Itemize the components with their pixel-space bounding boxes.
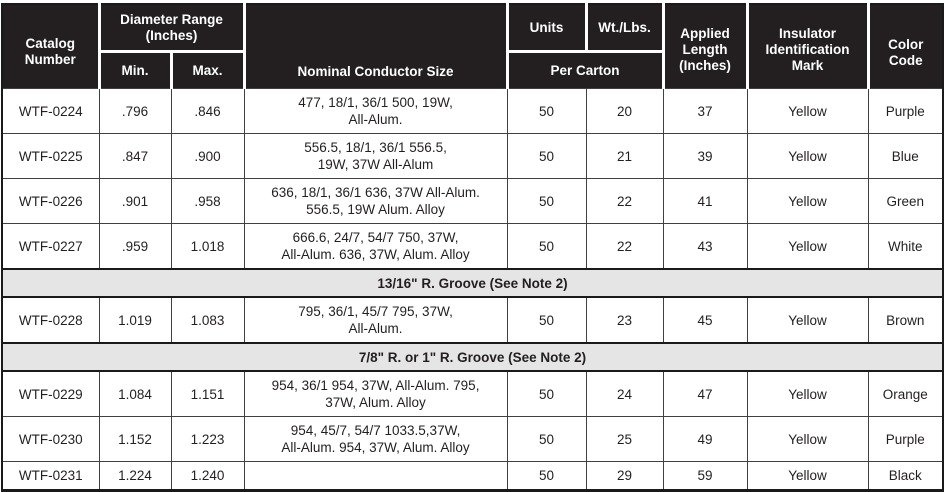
table-row: WTF-0227.959 1.018 666.6, 24/7, 54/7 750, … [1,223,944,270]
col-header-insulator-identification-mark: Insulator Identification Mark [745,4,869,89]
cell-wt: 22 [585,178,664,224]
table-header: Catalog Number Diameter Range (Inches) N… [2,4,944,89]
table-row: WTF-0224.796.846 477, 18/1, 36/1 500, 19W… [1,88,944,134]
cell-catalog: WTF-0228 [1,296,100,344]
section-label: 13/16" R. Groove (See Note 2) [1,268,944,298]
cell-conductor: 954, 36/1 954, 37W, All-Alum. 795, 37W, … [243,370,508,417]
cell-units: 50 [506,296,587,344]
cell-wt: 23 [585,296,664,344]
cell-wt: 20 [585,88,664,134]
cell-min: 1.084 [98,370,172,417]
cell-insulator: Yellow [746,461,869,491]
cell-catalog: WTF-0226 [1,178,100,224]
cell-units: 50 [506,133,587,179]
cell-units: 50 [506,223,587,270]
cell-max: 1.151 [170,370,245,417]
table-row: WTF-0226.901.958 636, 18/1, 36/1 636, 37W… [1,178,944,224]
col-header-catalog-number: Catalog Number [2,4,99,89]
cell-applied: 39 [662,133,748,179]
cell-conductor: 556.5, 18/1, 36/1 556.5, 19W, 37W All-Al… [243,133,508,179]
cell-applied: 59 [662,461,748,491]
cell-color: Orange [867,370,944,417]
cell-min: 1.224 [98,461,172,491]
cell-wt: 22 [585,223,664,270]
cell-max: 1.223 [170,416,245,462]
cell-insulator: Yellow [746,416,869,462]
cell-units: 50 [506,461,587,491]
cell-units: 50 [506,88,587,134]
cell-conductor: 477, 18/1, 36/1 500, 19W, All-Alum. [243,88,508,134]
col-header-per-carton: Per Carton [505,50,664,89]
cell-min: 1.152 [98,416,172,462]
cell-color: Blue [867,133,944,179]
table-row: WTF-0228 1.019 1.083 795, 36/1, 45/7 795, 3… [1,296,944,344]
cell-insulator: Yellow [746,133,869,179]
section-label: 7/8" R. or 1" R. Groove (See Note 2) [1,342,944,372]
cell-min: 1.019 [98,296,172,344]
section-divider-row: 7/8" R. or 1" R. Groove (See Note 2) [1,342,944,372]
cell-applied: 49 [662,416,748,462]
cell-max: .958 [170,178,245,224]
col-header-max: Max. [169,50,245,89]
cell-color: Purple [867,88,944,134]
cell-applied: 47 [662,370,748,417]
cell-color: Black [867,461,944,491]
cell-wt: 25 [585,416,664,462]
cell-max: 1.240 [170,461,245,491]
cell-insulator: Yellow [746,370,869,417]
cell-max: .846 [170,88,245,134]
cell-catalog: WTF-0229 [1,370,100,417]
cell-min: .959 [98,223,172,270]
col-header-units: Units [505,4,587,52]
col-header-wt-lbs: Wt./Lbs. [584,4,664,52]
cell-catalog: WTF-0225 [1,133,100,179]
cell-units: 50 [506,416,587,462]
col-header-nominal-conductor-size: Nominal Conductor Size [242,4,508,89]
col-header-diameter-range: Diameter Range (Inches) [97,4,245,52]
cell-insulator: Yellow [746,223,869,270]
cell-color: Purple [867,416,944,462]
cell-min: .901 [98,178,172,224]
cell-catalog: WTF-0230 [1,416,100,462]
cell-color: White [867,223,944,270]
col-header-min: Min. [97,50,171,89]
cell-max: 1.018 [170,223,245,270]
cell-max: 1.083 [170,296,245,344]
cell-color: Green [867,178,944,224]
table-body: WTF-0224.796.846 477, 18/1, 36/1 500, 19W… [1,88,944,491]
cell-applied: 45 [662,296,748,344]
cell-applied: 37 [662,88,748,134]
table-row: WTF-0229 1.084 1.151 954, 36/1 954, 37W, Al… [1,370,944,417]
col-header-applied-length: Applied Length (Inches) [661,4,748,89]
cell-min: .847 [98,133,172,179]
cell-insulator: Yellow [746,178,869,224]
table-row: WTF-0231 1.224 1.240 50 29 59 Yellow Black [1,461,944,491]
cell-insulator: Yellow [746,296,869,344]
table-row: WTF-0225.847.900 556.5, 18/1, 36/1 556.5,… [1,133,944,179]
cell-max: .900 [170,133,245,179]
cell-units: 50 [506,178,587,224]
cell-conductor: 795, 36/1, 45/7 795, 37W, All-Alum. [243,296,508,344]
conductor-spec-table: Catalog Number Diameter Range (Inches) N… [1,3,945,492]
cell-wt: 21 [585,133,664,179]
cell-conductor: 666.6, 24/7, 54/7 750, 37W, All-Alum. 63… [243,223,508,270]
cell-catalog: WTF-0224 [1,88,100,134]
cell-conductor: 636, 18/1, 36/1 636, 37W All-Alum. 556.5… [243,178,508,224]
cell-applied: 43 [662,223,748,270]
cell-wt: 24 [585,370,664,417]
cell-applied: 41 [662,178,748,224]
cell-catalog: WTF-0227 [1,223,100,270]
table-row: WTF-0230 1.152 1.223 954, 45/7, 54/7 1033.5… [1,416,944,462]
cell-units: 50 [506,370,587,417]
cell-wt: 29 [585,461,664,491]
cell-min: .796 [98,88,172,134]
cell-conductor [243,461,508,491]
cell-color: Brown [867,296,944,344]
col-header-color-code: Color Code [866,4,944,89]
cell-conductor: 954, 45/7, 54/7 1033.5,37W, All-Alum. 95… [243,416,508,462]
cell-catalog: WTF-0231 [1,461,100,491]
cell-insulator: Yellow [746,88,869,134]
section-divider-row: 13/16" R. Groove (See Note 2) [1,268,944,298]
